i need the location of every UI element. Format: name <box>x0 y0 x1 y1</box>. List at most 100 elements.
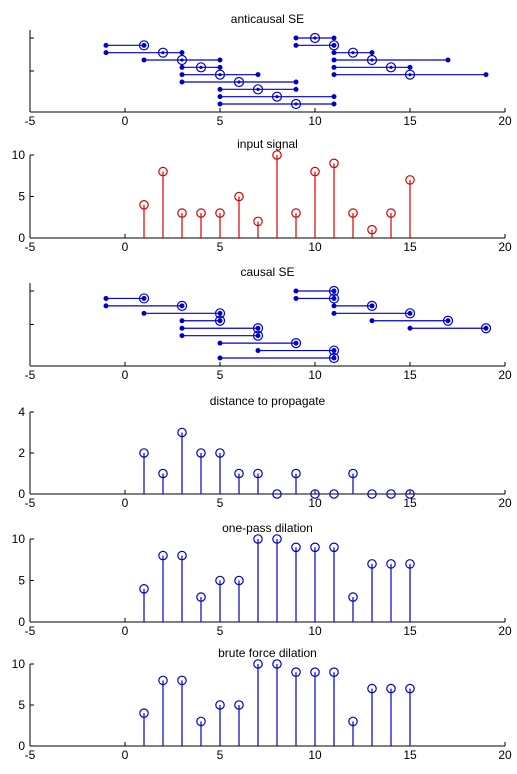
se-endpoint <box>217 57 223 63</box>
x-tick-label: 15 <box>403 748 417 762</box>
stem-marker <box>329 667 339 677</box>
se-center-marker <box>271 91 283 102</box>
se-endpoint <box>217 94 223 100</box>
se-center-marker <box>366 300 378 311</box>
se-endpoint <box>179 318 185 324</box>
se-endpoint <box>407 64 413 70</box>
se-endpoint <box>217 101 223 107</box>
stem-marker <box>215 575 225 586</box>
stem-marker <box>196 208 206 218</box>
stem-marker <box>367 683 377 694</box>
se-endpoint <box>445 57 451 63</box>
stem-marker <box>139 200 149 210</box>
x-tick-label: 10 <box>308 114 322 128</box>
se-center-dot <box>142 43 146 47</box>
se-endpoint <box>179 64 185 70</box>
stem-marker <box>291 542 301 553</box>
se-endpoint <box>331 35 337 41</box>
se-endpoint <box>331 72 337 78</box>
subplot-anticausal-se: anticausal SE -5 0 5 10 15 20 <box>25 12 512 128</box>
x-tick-label: 5 <box>217 748 224 762</box>
x-tick-label: -5 <box>25 114 36 128</box>
se-center-marker <box>290 98 302 110</box>
se-center-marker <box>138 293 150 304</box>
stem-marker <box>272 659 282 669</box>
se-endpoint <box>293 35 299 41</box>
se-endpoint <box>179 72 185 78</box>
se-endpoint <box>217 86 223 92</box>
stem-marker <box>196 716 206 727</box>
stem-marker <box>329 158 339 169</box>
se-endpoint <box>369 318 375 324</box>
stem-marker <box>291 468 301 479</box>
se-center-marker <box>233 76 245 88</box>
stem-marker <box>272 489 282 499</box>
se-center-marker <box>252 84 264 95</box>
stem-marker <box>386 208 396 218</box>
se-center-dot <box>218 73 222 77</box>
se-center-dot <box>446 319 450 323</box>
y-tick-label: 0 <box>18 231 25 245</box>
se-endpoint <box>331 101 337 107</box>
se-center-dot <box>408 73 412 77</box>
stem-marker <box>139 448 149 458</box>
se-center-dot <box>142 296 146 301</box>
se-center-dot <box>332 43 336 47</box>
x-tick-label: 5 <box>217 624 224 638</box>
se-center-marker <box>328 345 340 356</box>
y-tick-label: 0 <box>18 739 25 753</box>
stem-marker <box>310 166 320 177</box>
x-tick-label: 10 <box>308 748 322 762</box>
x-tick-label: 5 <box>217 114 224 128</box>
se-center-dot <box>237 80 241 84</box>
stem-marker <box>272 534 282 544</box>
stem-marker <box>158 166 168 177</box>
se-center-marker <box>157 47 169 58</box>
se-center-marker <box>366 54 378 66</box>
se-center-marker <box>214 69 226 80</box>
y-tick-label: 5 <box>18 698 25 712</box>
se-endpoint <box>331 57 337 63</box>
se-endpoint <box>293 79 299 85</box>
stem-marker <box>348 716 358 727</box>
se-center-dot <box>484 326 488 330</box>
x-tick-label: 15 <box>403 368 417 382</box>
stem-marker <box>367 489 377 499</box>
stem-marker <box>348 208 358 218</box>
stem-marker <box>139 583 149 594</box>
se-center-marker <box>404 308 416 319</box>
se-center-marker <box>290 338 302 349</box>
se-endpoint <box>179 333 185 339</box>
se-center-dot <box>313 36 317 40</box>
x-tick-label: 5 <box>217 240 224 254</box>
se-center-dot <box>332 296 336 301</box>
se-center-dot <box>294 102 298 106</box>
se-endpoint <box>103 295 109 301</box>
se-center-marker <box>176 54 188 66</box>
stem-marker <box>386 489 396 499</box>
se-center-marker <box>328 352 340 364</box>
y-tick-label: 4 <box>18 405 25 419</box>
se-endpoint <box>331 64 337 70</box>
se-endpoint <box>407 325 413 331</box>
x-tick-label: 10 <box>308 624 322 638</box>
stem-marker <box>234 575 244 586</box>
stem-marker <box>291 667 301 677</box>
stem-marker <box>158 675 168 686</box>
se-endpoint <box>293 86 299 92</box>
x-tick-label: 20 <box>498 624 512 638</box>
x-tick-label: 10 <box>308 496 322 510</box>
x-tick-label: 20 <box>498 496 512 510</box>
se-endpoint <box>217 340 223 346</box>
x-tick-label: -5 <box>25 496 36 510</box>
se-center-marker <box>480 323 492 334</box>
x-tick-label: 20 <box>498 114 512 128</box>
stem-marker <box>291 208 301 218</box>
se-center-marker <box>442 315 454 326</box>
x-tick-label: 5 <box>217 496 224 510</box>
stem-marker <box>272 150 282 160</box>
subplot-title: one-pass dilation <box>222 521 313 535</box>
se-center-dot <box>294 341 298 345</box>
y-tick-label: 10 <box>12 657 26 671</box>
